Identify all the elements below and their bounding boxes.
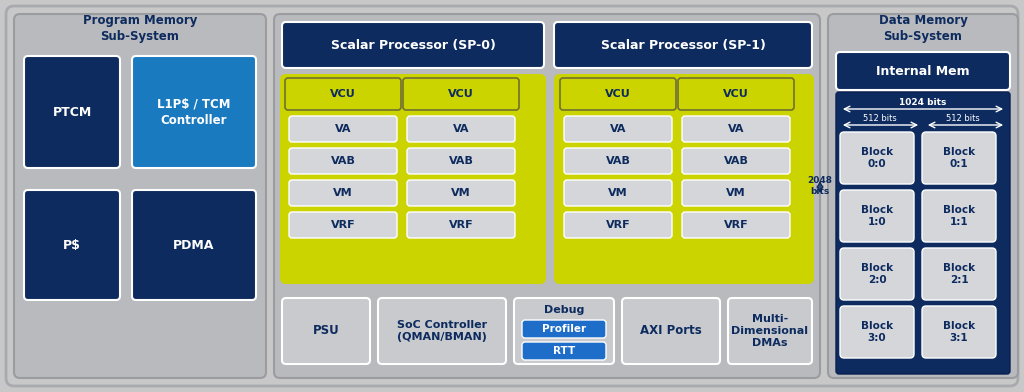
FancyBboxPatch shape bbox=[564, 212, 672, 238]
FancyBboxPatch shape bbox=[407, 180, 515, 206]
Text: Debug: Debug bbox=[544, 305, 584, 315]
FancyBboxPatch shape bbox=[289, 212, 397, 238]
Text: Scalar Processor (SP-0): Scalar Processor (SP-0) bbox=[331, 38, 496, 51]
FancyBboxPatch shape bbox=[564, 148, 672, 174]
FancyBboxPatch shape bbox=[840, 132, 914, 184]
FancyBboxPatch shape bbox=[560, 78, 676, 110]
Text: Program Memory
Sub-System: Program Memory Sub-System bbox=[83, 13, 198, 42]
FancyBboxPatch shape bbox=[922, 306, 996, 358]
Text: VA: VA bbox=[335, 124, 351, 134]
Text: Profiler: Profiler bbox=[542, 324, 586, 334]
FancyBboxPatch shape bbox=[836, 52, 1010, 90]
Text: VM: VM bbox=[333, 188, 353, 198]
FancyBboxPatch shape bbox=[554, 22, 812, 68]
Text: VAB: VAB bbox=[724, 156, 749, 166]
FancyBboxPatch shape bbox=[280, 74, 546, 284]
FancyBboxPatch shape bbox=[682, 180, 790, 206]
Text: Block
0:1: Block 0:1 bbox=[943, 147, 975, 169]
Text: SoC Controller
(QMAN/BMAN): SoC Controller (QMAN/BMAN) bbox=[397, 320, 487, 342]
FancyBboxPatch shape bbox=[289, 180, 397, 206]
FancyBboxPatch shape bbox=[922, 190, 996, 242]
FancyBboxPatch shape bbox=[564, 116, 672, 142]
FancyBboxPatch shape bbox=[682, 116, 790, 142]
Text: VM: VM bbox=[726, 188, 745, 198]
Text: RTT: RTT bbox=[553, 346, 575, 356]
Text: AXI Ports: AXI Ports bbox=[640, 325, 701, 338]
FancyBboxPatch shape bbox=[922, 248, 996, 300]
FancyBboxPatch shape bbox=[840, 306, 914, 358]
FancyBboxPatch shape bbox=[285, 78, 401, 110]
Text: VAB: VAB bbox=[449, 156, 473, 166]
FancyBboxPatch shape bbox=[14, 14, 266, 378]
Text: Block
1:1: Block 1:1 bbox=[943, 205, 975, 227]
Text: VCU: VCU bbox=[723, 89, 749, 99]
Text: VA: VA bbox=[453, 124, 469, 134]
Text: 512 bits: 512 bits bbox=[863, 114, 897, 123]
FancyBboxPatch shape bbox=[840, 190, 914, 242]
Text: PDMA: PDMA bbox=[173, 238, 215, 252]
FancyBboxPatch shape bbox=[514, 298, 614, 364]
FancyBboxPatch shape bbox=[403, 78, 519, 110]
Text: 1024 bits: 1024 bits bbox=[899, 98, 946, 107]
Text: P$: P$ bbox=[63, 238, 81, 252]
Text: VCU: VCU bbox=[330, 89, 356, 99]
FancyBboxPatch shape bbox=[407, 212, 515, 238]
Text: VA: VA bbox=[728, 124, 744, 134]
Text: Multi-
Dimensional
DMAs: Multi- Dimensional DMAs bbox=[731, 314, 809, 348]
Text: VRF: VRF bbox=[331, 220, 355, 230]
FancyBboxPatch shape bbox=[522, 320, 606, 338]
FancyBboxPatch shape bbox=[678, 78, 794, 110]
Text: Scalar Processor (SP-1): Scalar Processor (SP-1) bbox=[600, 38, 765, 51]
FancyBboxPatch shape bbox=[840, 248, 914, 300]
FancyBboxPatch shape bbox=[378, 298, 506, 364]
FancyBboxPatch shape bbox=[922, 132, 996, 184]
Text: Internal Mem: Internal Mem bbox=[877, 65, 970, 78]
Text: VCU: VCU bbox=[605, 89, 631, 99]
Text: VRF: VRF bbox=[605, 220, 631, 230]
FancyBboxPatch shape bbox=[282, 22, 544, 68]
Text: VA: VA bbox=[609, 124, 627, 134]
FancyBboxPatch shape bbox=[728, 298, 812, 364]
FancyBboxPatch shape bbox=[274, 14, 820, 378]
FancyBboxPatch shape bbox=[289, 148, 397, 174]
FancyBboxPatch shape bbox=[24, 190, 120, 300]
Text: Block
1:0: Block 1:0 bbox=[861, 205, 893, 227]
Text: VRF: VRF bbox=[724, 220, 749, 230]
Text: VAB: VAB bbox=[331, 156, 355, 166]
Text: Block
2:0: Block 2:0 bbox=[861, 263, 893, 285]
Text: 512 bits: 512 bits bbox=[946, 114, 980, 123]
FancyBboxPatch shape bbox=[132, 190, 256, 300]
FancyBboxPatch shape bbox=[682, 212, 790, 238]
Text: 2048
bits: 2048 bits bbox=[808, 176, 833, 196]
FancyBboxPatch shape bbox=[407, 116, 515, 142]
Text: PSU: PSU bbox=[312, 325, 339, 338]
FancyBboxPatch shape bbox=[407, 148, 515, 174]
Text: Data Memory
Sub-System: Data Memory Sub-System bbox=[879, 13, 968, 42]
Text: Block
2:1: Block 2:1 bbox=[943, 263, 975, 285]
FancyBboxPatch shape bbox=[24, 56, 120, 168]
Text: PTCM: PTCM bbox=[52, 105, 91, 118]
Text: VM: VM bbox=[452, 188, 471, 198]
FancyBboxPatch shape bbox=[289, 116, 397, 142]
FancyBboxPatch shape bbox=[132, 56, 256, 168]
FancyBboxPatch shape bbox=[564, 180, 672, 206]
Text: VM: VM bbox=[608, 188, 628, 198]
FancyBboxPatch shape bbox=[828, 14, 1018, 378]
FancyBboxPatch shape bbox=[836, 92, 1010, 374]
Text: VRF: VRF bbox=[449, 220, 473, 230]
FancyBboxPatch shape bbox=[554, 74, 814, 284]
Text: VAB: VAB bbox=[605, 156, 631, 166]
FancyBboxPatch shape bbox=[682, 148, 790, 174]
FancyBboxPatch shape bbox=[622, 298, 720, 364]
Text: VCU: VCU bbox=[449, 89, 474, 99]
Text: Block
3:0: Block 3:0 bbox=[861, 321, 893, 343]
Text: Block
0:0: Block 0:0 bbox=[861, 147, 893, 169]
Text: L1P$ / TCM
Controller: L1P$ / TCM Controller bbox=[158, 98, 230, 127]
FancyBboxPatch shape bbox=[6, 6, 1018, 386]
FancyBboxPatch shape bbox=[282, 298, 370, 364]
FancyBboxPatch shape bbox=[522, 342, 606, 360]
Text: Block
3:1: Block 3:1 bbox=[943, 321, 975, 343]
